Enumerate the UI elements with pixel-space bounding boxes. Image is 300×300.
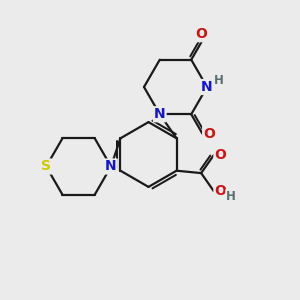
Text: N: N	[105, 160, 117, 173]
Text: N: N	[201, 80, 213, 94]
Text: O: O	[195, 27, 207, 41]
Text: O: O	[214, 184, 226, 198]
Text: O: O	[214, 148, 226, 162]
Text: S: S	[41, 160, 51, 173]
Text: N: N	[154, 107, 166, 121]
Text: H: H	[214, 74, 223, 88]
Text: O: O	[203, 127, 215, 141]
Text: H: H	[226, 190, 236, 203]
